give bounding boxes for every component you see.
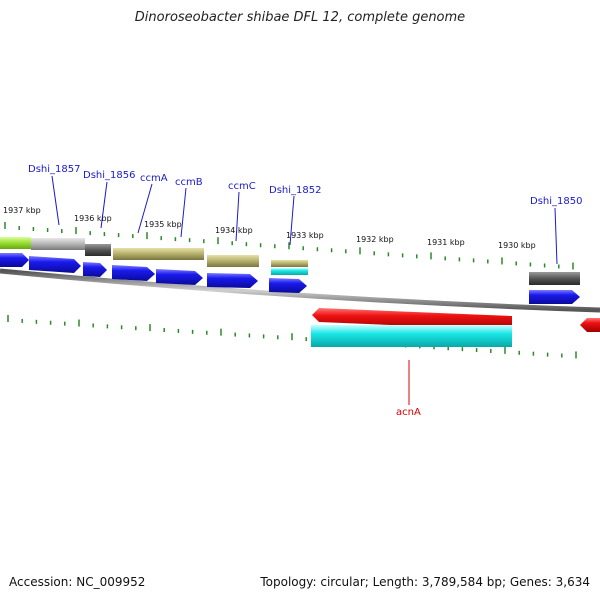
gene-label: ccmC bbox=[228, 181, 256, 192]
cds-arrow bbox=[83, 262, 107, 277]
gene-label: ccmB bbox=[175, 177, 203, 188]
leader-line bbox=[51, 175, 60, 226]
gene-bar-dark bbox=[85, 244, 111, 256]
leader-line bbox=[235, 191, 240, 242]
gene-bar-dshi-1852 bbox=[271, 260, 308, 267]
scale-label: 1931 kbp bbox=[427, 238, 465, 247]
scale-label: 1935 kbp bbox=[144, 220, 182, 229]
scale-label: 1930 kbp bbox=[498, 241, 536, 250]
leader-line bbox=[137, 183, 153, 234]
scale-label: 1933 kbp bbox=[286, 231, 324, 240]
genome-backbone bbox=[0, 268, 600, 313]
cds-arrow bbox=[112, 265, 155, 281]
cds-arrow bbox=[156, 269, 203, 285]
gene-label: Dshi_1856 bbox=[83, 170, 135, 181]
leader-line bbox=[180, 187, 187, 238]
cds-arrow bbox=[207, 273, 258, 288]
gene-label: Dshi_1852 bbox=[269, 185, 321, 196]
gene-bar-ccma bbox=[113, 248, 204, 260]
gene-bar-dshi-1850 bbox=[529, 272, 580, 285]
gene-bar-green bbox=[0, 237, 31, 249]
accession-text: Accession: NC_009952 bbox=[9, 575, 146, 589]
scale-label: 1936 kbp bbox=[74, 214, 112, 223]
scale-label: 1937 kbp bbox=[3, 206, 41, 215]
gene-label: Dshi_1850 bbox=[530, 196, 582, 207]
cds-arrow bbox=[0, 253, 29, 267]
genome-summary-text: Topology: circular; Length: 3,789,584 bp… bbox=[260, 575, 590, 589]
page-title: Dinoroseobacter shibae DFL 12, complete … bbox=[134, 10, 466, 25]
gene-arrow-acna bbox=[312, 308, 512, 330]
focus-gene-label: acnA bbox=[396, 407, 421, 418]
leader-line bbox=[100, 181, 108, 229]
scale-label: 1932 kbp bbox=[356, 235, 394, 244]
scale-ticks bbox=[4, 222, 577, 359]
leader-line bbox=[554, 207, 558, 265]
scale-label: 1934 kbp bbox=[215, 226, 253, 235]
cds-arrow bbox=[29, 256, 81, 273]
leader-line bbox=[289, 195, 295, 246]
cds-arrow bbox=[529, 290, 580, 304]
gene-label: ccmA bbox=[140, 173, 168, 184]
cds-arrow bbox=[269, 278, 307, 293]
gene-bar-ccmb-ccmc bbox=[207, 255, 259, 267]
gene-bar-acna-cyan bbox=[311, 325, 512, 347]
gene-bar-dshi-1852-cyan bbox=[271, 268, 308, 275]
gene-bar-gray bbox=[31, 238, 85, 250]
gene-arrow-red-edge bbox=[580, 318, 600, 332]
gene-label: Dshi_1857 bbox=[28, 164, 80, 175]
